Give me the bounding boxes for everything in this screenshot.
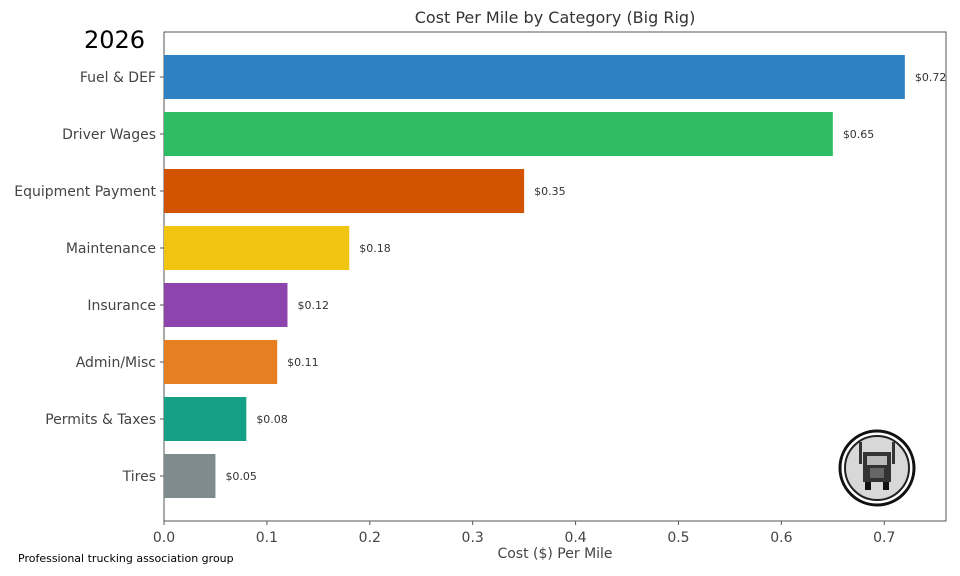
bar (164, 340, 278, 384)
category-label: Maintenance (66, 241, 156, 257)
x-tick-label: 0.0 (153, 530, 175, 546)
x-tick-label: 0.6 (770, 530, 792, 546)
data-label: $0.12 (297, 299, 329, 312)
category-label: Equipment Payment (14, 184, 156, 200)
category-label: Permits & Taxes (45, 412, 156, 428)
bar (164, 55, 905, 99)
data-label: $0.11 (287, 356, 319, 369)
bar (164, 454, 216, 498)
truck-seal-logo (838, 429, 916, 507)
data-label: $0.05 (225, 470, 257, 483)
chart-title: Cost Per Mile by Category (Big Rig) (415, 8, 696, 27)
x-tick-label: 0.1 (256, 530, 278, 546)
data-label: $0.35 (534, 185, 566, 198)
category-label: Driver Wages (62, 127, 156, 143)
category-label: Admin/Misc (76, 355, 156, 371)
data-label: $0.72 (915, 71, 947, 84)
category-label: Insurance (87, 298, 156, 314)
bar (164, 283, 288, 327)
bar (164, 169, 525, 213)
x-tick-label: 0.7 (873, 530, 895, 546)
x-tick-label: 0.5 (667, 530, 689, 546)
x-tick-label: 0.4 (564, 530, 586, 546)
data-label: $0.65 (843, 128, 875, 141)
x-axis-label: Cost ($) Per Mile (497, 546, 612, 562)
bar (164, 112, 833, 156)
bar (164, 226, 350, 270)
x-tick-label: 0.3 (462, 530, 484, 546)
year-label: 2026 (84, 26, 145, 54)
data-label: $0.18 (359, 242, 391, 255)
bar (164, 397, 247, 441)
category-label: Fuel & DEF (80, 70, 156, 86)
category-label: Tires (122, 469, 156, 485)
plot-area (163, 31, 947, 522)
footer-text: Professional trucking association group (18, 552, 234, 565)
data-label: $0.08 (256, 413, 288, 426)
x-tick-label: 0.2 (359, 530, 381, 546)
